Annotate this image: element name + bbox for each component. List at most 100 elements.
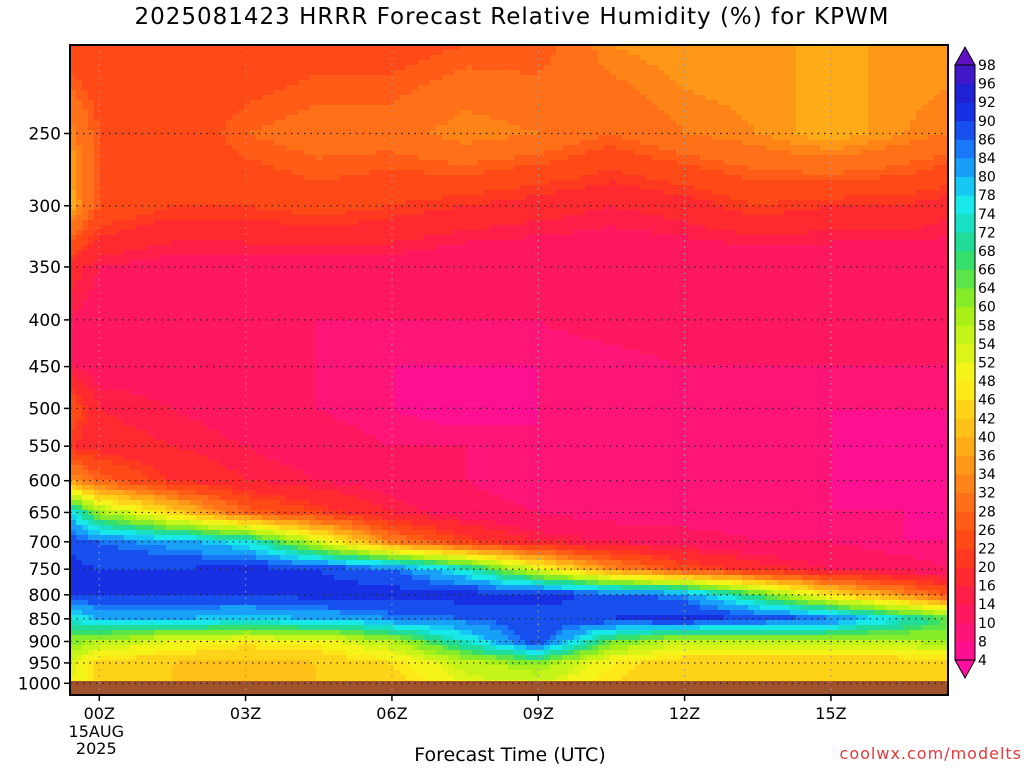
rh-cell (562, 70, 569, 76)
rh-cell (832, 165, 839, 171)
rh-cell (280, 200, 287, 206)
rh-cell (256, 155, 263, 161)
rh-cell (466, 195, 473, 201)
rh-cell (802, 155, 809, 161)
rh-cell (220, 80, 227, 86)
rh-cell (658, 205, 665, 211)
rh-cell (862, 135, 869, 141)
rh-cell (154, 115, 161, 121)
rh-cell (292, 55, 299, 61)
rh-cell (250, 90, 257, 96)
rh-cell (754, 145, 761, 151)
rh-cell (802, 70, 809, 76)
rh-cell (382, 60, 389, 66)
rh-cell (442, 170, 449, 176)
rh-cell (556, 140, 563, 146)
rh-cell (820, 70, 827, 76)
rh-cell (112, 170, 119, 176)
rh-cell (898, 175, 905, 181)
rh-cell (694, 75, 701, 81)
rh-cell (94, 205, 101, 211)
rh-cell (520, 195, 527, 201)
rh-cell (820, 110, 827, 116)
rh-cell (106, 115, 113, 121)
rh-cell (718, 160, 725, 166)
rh-cell (700, 110, 707, 116)
rh-cell (892, 55, 899, 61)
rh-cell (898, 200, 905, 206)
rh-cell (760, 165, 767, 171)
rh-cell (214, 95, 221, 101)
rh-cell (928, 210, 935, 216)
rh-cell (718, 125, 725, 131)
rh-cell (736, 200, 743, 206)
rh-cell (322, 205, 329, 211)
rh-cell (772, 190, 779, 196)
rh-cell (760, 80, 767, 86)
rh-cell (562, 130, 569, 136)
rh-cell (196, 75, 203, 81)
rh-cell (832, 180, 839, 186)
rh-cell (196, 115, 203, 121)
rh-cell (670, 120, 677, 126)
rh-cell (550, 130, 557, 136)
rh-cell (208, 210, 215, 216)
rh-cell (616, 170, 623, 176)
rh-cell (448, 195, 455, 201)
rh-cell (166, 145, 173, 151)
rh-cell (604, 65, 611, 71)
rh-cell (208, 65, 215, 71)
rh-cell (754, 125, 761, 131)
rh-cell (166, 95, 173, 101)
rh-cell (88, 50, 95, 56)
rh-cell (124, 130, 131, 136)
rh-cell (712, 115, 719, 121)
rh-cell (736, 60, 743, 66)
rh-cell (238, 140, 245, 146)
rh-cell (406, 190, 413, 196)
rh-cell (838, 55, 845, 61)
rh-cell (694, 50, 701, 56)
rh-cell (172, 175, 179, 181)
rh-cell (262, 150, 269, 156)
rh-cell (754, 75, 761, 81)
rh-cell (304, 110, 311, 116)
rh-cell (142, 200, 149, 206)
rh-cell (784, 210, 791, 216)
rh-cell (106, 50, 113, 56)
rh-cell (532, 100, 539, 106)
rh-cell (520, 85, 527, 91)
rh-cell (778, 155, 785, 161)
rh-cell (724, 115, 731, 121)
rh-cell (556, 190, 563, 196)
rh-cell (526, 130, 533, 136)
rh-cell (628, 200, 635, 206)
rh-cell (220, 70, 227, 76)
rh-cell (100, 170, 107, 176)
rh-cell (160, 70, 167, 76)
rh-cell (448, 50, 455, 56)
rh-cell (112, 160, 119, 166)
rh-cell (520, 150, 527, 156)
rh-cell (850, 60, 857, 66)
rh-cell (922, 95, 929, 101)
rh-cell (328, 190, 335, 196)
rh-cell (454, 105, 461, 111)
rh-cell (730, 155, 737, 161)
rh-cell (604, 200, 611, 206)
rh-cell (778, 95, 785, 101)
rh-cell (694, 90, 701, 96)
rh-cell (334, 45, 341, 51)
rh-cell (316, 60, 323, 66)
rh-cell (442, 110, 449, 116)
rh-cell (850, 110, 857, 116)
rh-cell (622, 155, 629, 161)
rh-cell (178, 190, 185, 196)
rh-cell (376, 45, 383, 51)
rh-cell (556, 45, 563, 51)
rh-cell (622, 65, 629, 71)
rh-cell (154, 180, 161, 186)
rh-cell (904, 175, 911, 181)
rh-cell (76, 65, 83, 71)
rh-cell (718, 135, 725, 141)
